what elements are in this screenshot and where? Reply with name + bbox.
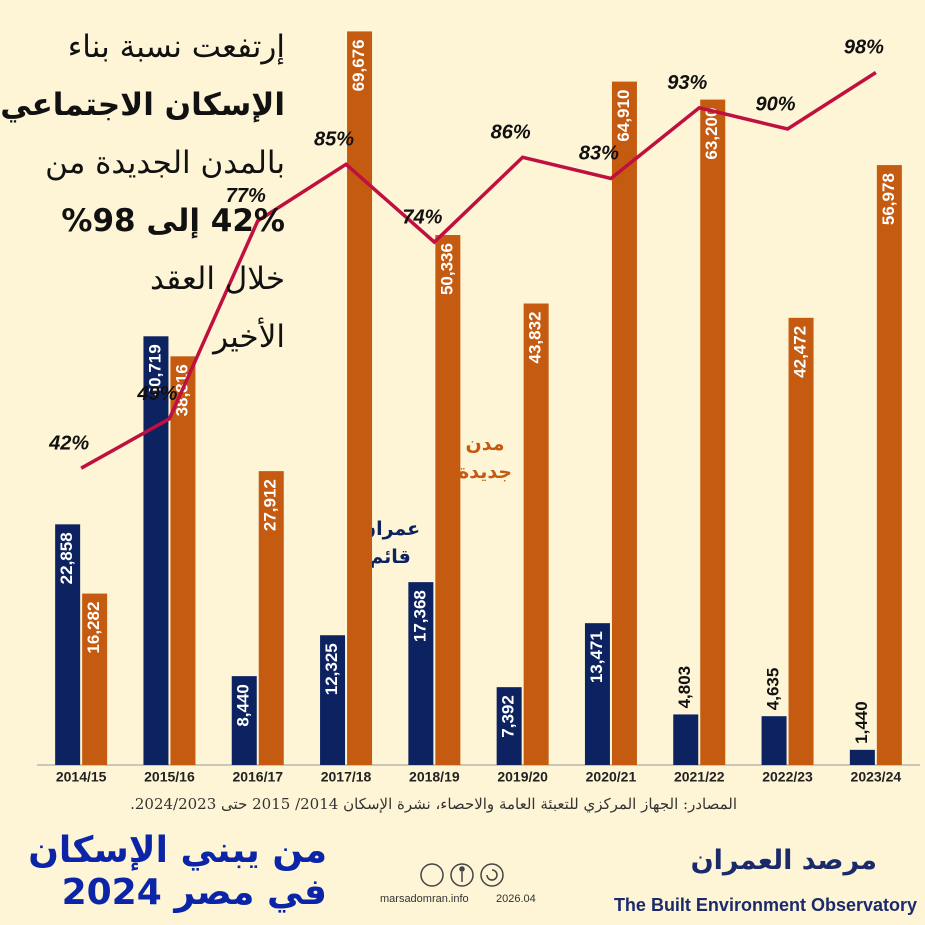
bar-value-label: 12,325 — [322, 643, 341, 695]
title-line: بالمدن الجديدة من — [45, 145, 285, 181]
legend-item: مدن جديدة — [458, 433, 512, 483]
bar-value-label: 27,912 — [261, 479, 280, 531]
title-line: خلال العقد — [149, 261, 285, 297]
legend-label: مدن جديدة — [458, 433, 512, 483]
bar-value-label: 1,440 — [852, 701, 871, 744]
bar — [258, 471, 284, 765]
bar — [320, 635, 346, 765]
x-tick-label: 2023/24 — [851, 769, 902, 785]
bar-value-label: 64,910 — [614, 90, 633, 142]
bar-value-label: 56,978 — [879, 173, 898, 225]
headline: في مصر 2024 — [61, 872, 327, 913]
legend-item: عمران قائم — [359, 518, 421, 568]
bar-value-label: 22,858 — [57, 532, 76, 584]
title-block: إرتفعت نسبة بناء الإسكان الاجتماعي بالمد… — [0, 18, 285, 366]
bar — [849, 749, 875, 765]
x-tick-label: 2015/16 — [144, 769, 195, 785]
bar — [523, 303, 549, 765]
line-value-label: 90% — [756, 93, 796, 115]
date: 2026.04 — [496, 893, 536, 905]
bar-value-label: 42,472 — [791, 326, 810, 378]
bar — [496, 687, 522, 765]
bar-value-label: 69,676 — [349, 39, 368, 91]
bar — [55, 524, 81, 765]
bar-value-label: 50,336 — [437, 243, 456, 295]
line-value-label: 85% — [314, 129, 354, 151]
x-tick-label: 2022/23 — [762, 769, 813, 785]
bar — [876, 165, 902, 766]
x-tick-label: 2016/17 — [232, 769, 283, 785]
x-tick-label: 2021/22 — [674, 769, 725, 785]
bar-value-label: 43,832 — [526, 312, 545, 364]
bar-value-label: 8,440 — [234, 684, 253, 727]
legend-label: عمران قائم — [359, 518, 421, 568]
bar-value-label: 16,282 — [84, 602, 103, 654]
title-line: إرتفعت نسبة بناء — [67, 29, 285, 65]
line-value-label: 77% — [226, 185, 266, 207]
title-line: الأخير — [213, 319, 285, 355]
title-line: 42% إلى 98% — [61, 203, 285, 239]
line-value-label: 83% — [579, 143, 619, 165]
bar — [170, 356, 196, 765]
line-value-label: 98% — [844, 37, 884, 59]
bar — [611, 81, 637, 765]
bar — [761, 716, 787, 765]
bar-value-label: 4,803 — [675, 666, 694, 709]
line-value-label: 74% — [402, 206, 442, 228]
bar — [435, 235, 461, 766]
x-tick-label: 2018/19 — [409, 769, 460, 785]
line-value-label: 86% — [491, 122, 531, 144]
x-tick-label: 2020/21 — [586, 769, 637, 785]
headline: من يبني الإسكان — [28, 830, 327, 871]
bar — [82, 593, 108, 765]
org-ar: مرصد العمران — [690, 845, 877, 876]
bar — [700, 99, 726, 765]
bar-value-label: 17,368 — [410, 590, 429, 642]
bar-value-label: 40,719 — [145, 344, 164, 396]
x-tick-label: 2017/18 — [321, 769, 372, 785]
org-en: The Built Environment Observatory — [613, 895, 917, 915]
bar — [408, 582, 434, 765]
bar — [584, 623, 610, 765]
bar — [788, 317, 814, 765]
bar-value-label: 13,471 — [587, 631, 606, 683]
bar — [347, 31, 373, 766]
bar — [673, 714, 699, 765]
bar-value-label: 7,392 — [499, 695, 518, 738]
bar-value-label: 63,200 — [702, 108, 721, 160]
bar — [143, 336, 169, 765]
title-line: الإسكان الاجتماعي — [0, 87, 285, 123]
x-tick-label: 2014/15 — [56, 769, 107, 785]
line-value-label: 49% — [136, 383, 177, 405]
line-value-label: 42% — [48, 432, 89, 454]
bar-value-label: 4,635 — [764, 668, 783, 711]
bar — [231, 676, 257, 765]
source: المصادر: الجهاز المركزي للتعبئة العامة و… — [130, 795, 737, 813]
site: marsadomran.info — [380, 893, 469, 905]
x-tick-label: 2019/20 — [497, 769, 548, 785]
line-value-label: 93% — [667, 72, 707, 94]
line — [80, 70, 877, 470]
